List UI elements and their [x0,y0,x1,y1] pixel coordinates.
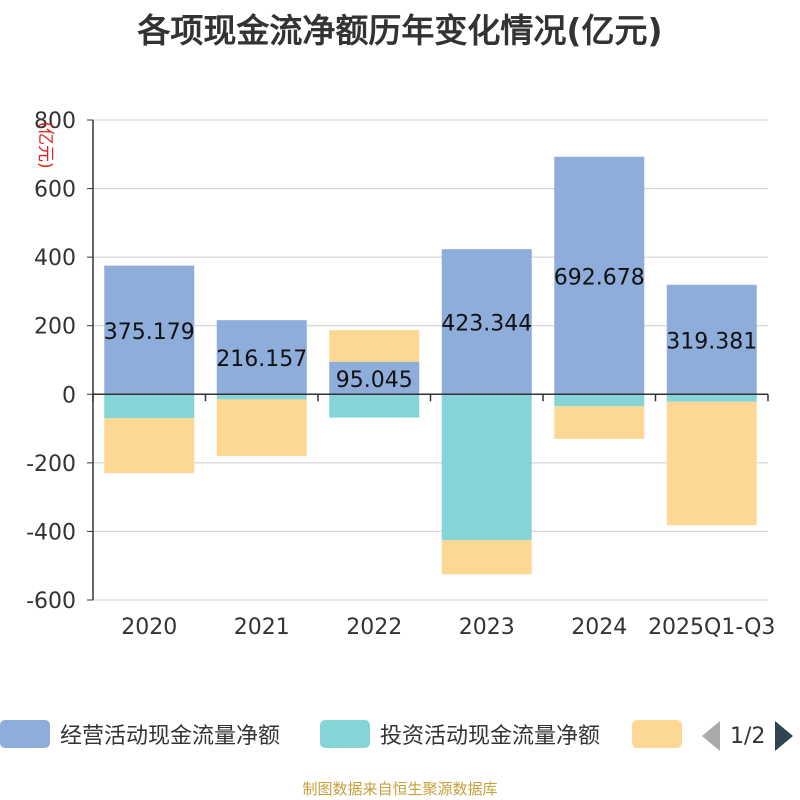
data-label: 95.045 [336,368,413,393]
bar-financing [441,540,532,575]
y-tick-label: -400 [26,520,76,545]
data-source-note: 制图数据来自恒生聚源数据库 [302,780,498,798]
data-label: 375.179 [104,320,195,345]
bar-financing [216,399,307,456]
pager-prev-icon[interactable] [702,721,720,751]
legend-swatch-operating [0,720,50,748]
legend-label-operating: 经营活动现金流量净额 [60,724,281,749]
axes: 800 600 400 200 0 -200 -400 -600 2020 2021 2022 202… [26,109,775,640]
legend-label-investing: 投资活动现金流量净额 [380,724,601,749]
x-tick-label: 2024 [571,615,627,640]
x-tick-label: 2025Q1-Q3 [648,615,775,640]
legend-swatch-investing [320,720,370,748]
y-tick-label: 600 [34,178,76,203]
bar-investing [216,394,307,400]
bars [104,156,757,575]
x-tick-label: 2020 [121,615,177,640]
bar-chart: 800 600 400 200 0 -200 -400 -600 2020 2021 2022 202… [26,109,775,640]
bar-financing [666,401,757,526]
pager-page-text: 1/2 [730,723,766,749]
pager-next-icon[interactable] [775,721,794,751]
legend: 经营活动现金流量净额 投资活动现金流量净额 1/2 [0,714,800,754]
y-tick-label: 800 [34,109,76,134]
x-tick-label: 2021 [234,615,290,640]
y-axis-unit-label: (亿元) [35,121,55,168]
x-tick-label: 2023 [459,615,515,640]
bar-investing [329,394,420,418]
bar-operating [666,284,757,395]
bar-financing [329,330,420,362]
y-tick-label: 200 [34,315,76,340]
bar-operating [216,320,307,395]
data-label: 319.381 [666,330,757,355]
bar-investing [441,394,532,540]
bar-operating [441,249,532,395]
bar-operating [329,361,420,395]
bar-operating [554,156,645,395]
y-tick-label: 400 [34,246,76,271]
bar-operating [104,265,195,395]
bar-investing [666,394,757,402]
legend-item-operating[interactable]: 经营活动现金流量净额 [0,714,280,754]
bar-financing [554,406,645,439]
legend-item-financing[interactable] [632,714,692,754]
chart-title: 各项现金流净额历年变化情况(亿元) [137,11,663,50]
legend-swatch-financing [632,720,682,748]
y-tick-label: -600 [26,589,76,614]
data-label: 692.678 [554,266,645,291]
bar-investing [104,394,195,419]
data-label: 423.344 [441,312,532,337]
y-tick-label: -200 [26,452,76,477]
y-tick-label: 0 [62,383,76,408]
data-labels: 375.179 216.157 95.045 423.344 692.678 319.38… [104,266,757,393]
legend-item-investing[interactable]: 投资活动现金流量净额 [320,714,600,754]
grid-lines [93,119,768,601]
bar-financing [104,418,195,474]
data-label: 216.157 [216,347,307,372]
x-tick-label: 2022 [346,615,402,640]
bar-investing [554,394,645,407]
legend-pager: 1/2 [702,718,794,754]
